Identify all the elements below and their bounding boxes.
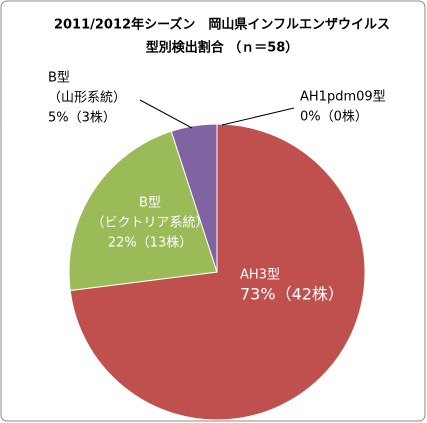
- slice-label: AH3型: [240, 268, 280, 283]
- chart-title: 2011/2012年シーズン 岡山県インフルエンザウイルス: [54, 17, 390, 33]
- value-label: 0%（0株）: [300, 110, 368, 125]
- value-label: 5%（3株）: [48, 111, 116, 126]
- slice-label: B型: [139, 196, 161, 211]
- labels: AH1pdm09型 0%（0株） AH3型 73%（42株） B型 （ビクトリア系統） 22…: [48, 71, 386, 304]
- value-label: 73%（42株）: [240, 285, 344, 304]
- slice-label: （山形系統）: [48, 91, 126, 106]
- pie-slice: [69, 123, 366, 421]
- pie-slice: [68, 130, 218, 292]
- slice-label: （ビクトリア系統）: [91, 216, 208, 231]
- pie: [68, 123, 366, 421]
- leader-line: [221, 107, 295, 126]
- value-label: 22%（13株）: [108, 236, 192, 251]
- chart-title: 型別検出割合 （ｎ＝58）: [146, 40, 299, 56]
- leader-line: [139, 99, 193, 129]
- slice-label: AH1pdm09型: [300, 90, 386, 105]
- slice-label: B型: [48, 71, 70, 86]
- pie-slice: [170, 123, 218, 273]
